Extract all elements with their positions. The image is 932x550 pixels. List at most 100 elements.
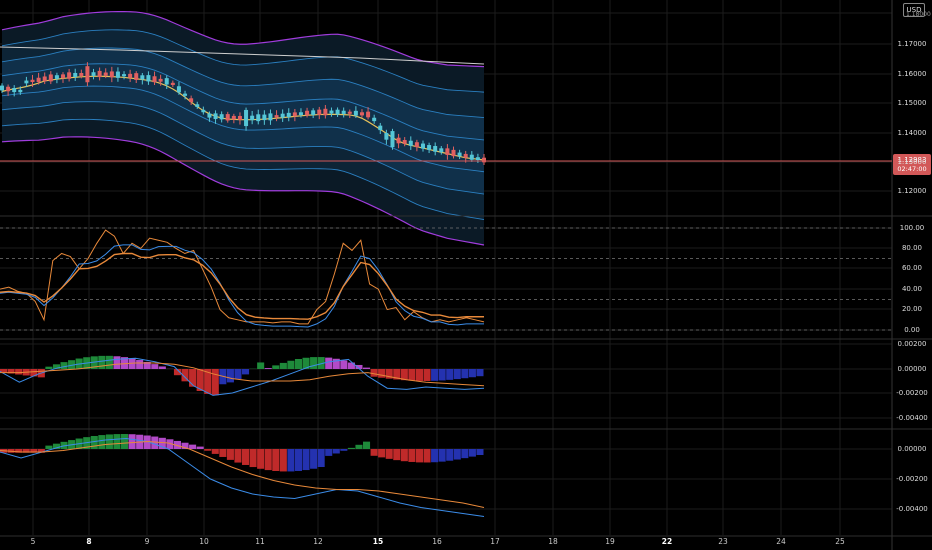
- price-axis-tick: 60.00: [901, 264, 923, 272]
- histogram-bar: [446, 449, 454, 461]
- oscillator-pane[interactable]: [0, 227, 892, 331]
- pane-separators[interactable]: [0, 215, 932, 537]
- histogram-bar: [98, 435, 106, 449]
- histogram-bar: [461, 369, 469, 379]
- candle-body: [280, 113, 285, 118]
- candle-body: [359, 112, 364, 116]
- histogram-bar: [264, 449, 272, 471]
- candle-body: [311, 110, 316, 115]
- candle-body: [103, 72, 108, 76]
- candle-body: [61, 74, 66, 79]
- histogram-bar: [257, 449, 265, 469]
- histogram-bar: [158, 366, 166, 369]
- candle-body: [140, 75, 145, 80]
- histogram-bar: [189, 444, 197, 449]
- histogram-bar: [355, 444, 363, 449]
- last-price-value: 1.12983: [897, 156, 927, 164]
- histogram-bar: [272, 365, 280, 369]
- histogram-pane-2[interactable]: [0, 434, 485, 517]
- histogram-bar: [143, 435, 151, 449]
- candle-body: [335, 109, 340, 115]
- candle-body: [152, 76, 157, 83]
- histogram-bar: [90, 435, 98, 449]
- histogram-bar: [438, 369, 446, 381]
- histogram-bar: [151, 364, 159, 369]
- time-axis-tick: 12: [313, 537, 323, 546]
- histogram-bar: [340, 360, 348, 369]
- histogram-bar: [325, 449, 333, 456]
- band-inner-line: [1, 101, 485, 195]
- histogram-bar: [400, 369, 408, 381]
- candle-body: [42, 76, 47, 82]
- histogram-bar: [408, 369, 416, 381]
- histogram-bar: [15, 369, 23, 375]
- candle-body: [396, 137, 401, 144]
- histogram-bar: [211, 449, 219, 454]
- countdown-timer: 02:47:00: [897, 165, 927, 173]
- signal-line: [0, 362, 485, 387]
- histogram-bar: [22, 449, 30, 453]
- histogram-bar: [113, 356, 121, 369]
- candle-body: [451, 149, 456, 157]
- histogram-bar: [363, 367, 371, 369]
- histogram-bar: [400, 449, 408, 462]
- price-axis-tick: 1.13000: [897, 158, 927, 166]
- candle-body: [189, 98, 194, 103]
- price-pane[interactable]: [0, 10, 892, 246]
- histogram-bar: [385, 449, 393, 459]
- histogram-bar: [476, 369, 484, 377]
- histogram-bar: [415, 449, 423, 463]
- price-axis-tick: -0.00400: [896, 505, 928, 513]
- histogram-bar: [461, 449, 469, 459]
- histogram-bar: [317, 357, 325, 369]
- candle-body: [378, 125, 383, 131]
- candle-body: [122, 74, 127, 77]
- candle-body: [158, 78, 163, 82]
- price-top-partial: 1.18000: [906, 11, 931, 18]
- histogram-bar: [143, 361, 151, 369]
- currency-badge[interactable]: USD: [903, 3, 925, 17]
- histogram-pane-1[interactable]: [0, 355, 485, 396]
- price-axis-tick: 0.00: [904, 326, 920, 334]
- price-axis-tick: 1.16000: [897, 70, 927, 78]
- histogram-bar: [446, 369, 454, 380]
- histogram-bar: [453, 369, 461, 380]
- histogram-bar: [166, 439, 174, 449]
- signal-line: [0, 440, 485, 508]
- histogram-bar: [113, 434, 121, 449]
- candle-body: [6, 86, 11, 92]
- histogram-bar: [196, 446, 204, 449]
- time-axis-tick: 23: [718, 537, 728, 546]
- histogram-bar: [226, 449, 234, 460]
- histogram-bar: [279, 449, 287, 472]
- histogram-bar: [423, 369, 431, 381]
- candle-body: [347, 111, 352, 114]
- histogram-bar: [257, 362, 265, 369]
- candle-body: [73, 72, 78, 77]
- histogram-bar: [242, 369, 250, 375]
- histogram-bar: [476, 449, 484, 455]
- candle-body: [146, 75, 151, 82]
- histogram-bar: [453, 449, 461, 460]
- histogram-bar: [211, 369, 219, 396]
- candle-body: [195, 104, 200, 107]
- histogram-bar: [151, 436, 159, 449]
- candle-body: [225, 114, 230, 121]
- candle-body: [329, 110, 334, 114]
- histogram-bar: [310, 357, 318, 369]
- candle-body: [366, 111, 371, 118]
- histogram-bar: [45, 366, 53, 369]
- stoch-k-line: [0, 229, 485, 325]
- histogram-bar: [279, 362, 287, 369]
- price-axis-tick: 80.00: [901, 244, 923, 252]
- time-axis-tick: 10: [199, 537, 209, 546]
- band-outer-line: [1, 136, 485, 246]
- histogram-bar: [181, 369, 189, 382]
- ema-slow-line: [0, 46, 485, 65]
- histogram-bar: [378, 369, 386, 378]
- histogram-bar: [393, 369, 401, 380]
- candle-body: [0, 85, 4, 91]
- histogram-bar: [68, 360, 76, 369]
- histogram-bar: [340, 449, 348, 451]
